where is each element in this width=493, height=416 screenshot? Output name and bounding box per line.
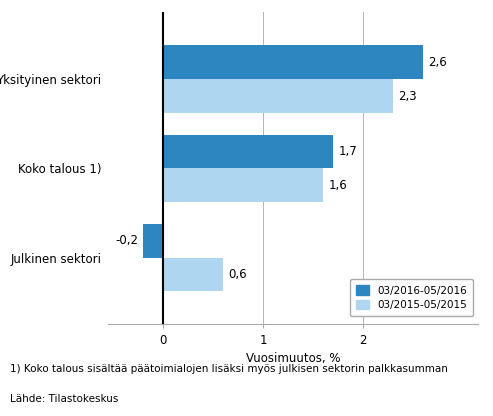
Text: 2,6: 2,6 [428,56,447,69]
Legend: 03/2016-05/2016, 03/2015-05/2015: 03/2016-05/2016, 03/2015-05/2015 [350,279,473,316]
Text: 0,6: 0,6 [228,268,247,281]
Text: 1,6: 1,6 [328,179,347,192]
Text: -0,2: -0,2 [115,234,139,247]
X-axis label: Vuosimuutos, %: Vuosimuutos, % [246,352,341,365]
Bar [163,79,393,113]
Text: Lähde: Tilastokeskus: Lähde: Tilastokeskus [10,394,118,404]
Text: 1,7: 1,7 [338,145,357,158]
Text: 1) Koko talous sisältää päätoimialojen lisäksi myös julkisen sektorin palkkasumm: 1) Koko talous sisältää päätoimialojen l… [10,364,448,374]
Bar [163,135,333,168]
Bar [163,258,223,292]
Bar [163,168,323,202]
Bar [143,224,163,258]
Text: 2,3: 2,3 [398,90,417,103]
Bar [163,45,423,79]
